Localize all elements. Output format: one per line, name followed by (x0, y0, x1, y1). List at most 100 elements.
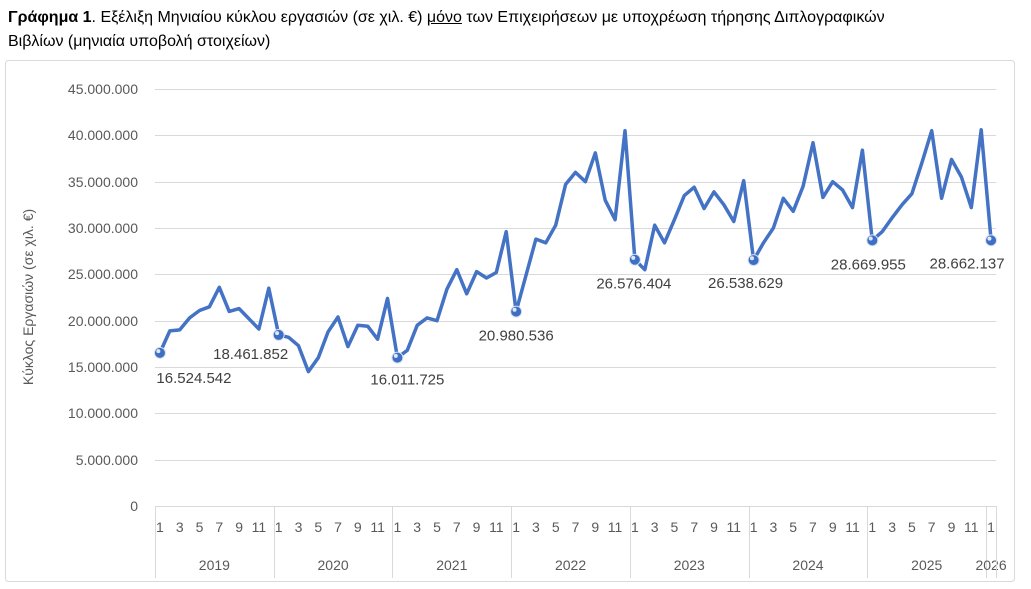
data-point (524, 273, 528, 277)
data-point (386, 296, 390, 300)
title-figure-number: Γράφημα 1 (8, 9, 92, 26)
marker-dot (153, 346, 166, 359)
month-tick-label: 5 (196, 519, 204, 535)
marker-dot (391, 351, 404, 364)
data-point (791, 209, 795, 213)
month-tick-label: 3 (176, 519, 184, 535)
data-point (781, 196, 785, 200)
month-tick-label: 7 (334, 519, 342, 535)
data-point (860, 148, 864, 152)
data-point-marker (628, 253, 641, 266)
month-tick-label: 3 (413, 519, 421, 535)
data-point (742, 179, 746, 183)
data-point (761, 241, 765, 245)
data-label: 28.662.137 (930, 255, 1005, 272)
data-point (574, 170, 578, 174)
data-point (564, 182, 568, 186)
data-point (336, 315, 340, 319)
month-tick-label: 5 (552, 519, 560, 535)
data-point (534, 237, 538, 241)
month-tick-label: 3 (532, 519, 540, 535)
data-point (722, 203, 726, 207)
data-point (178, 328, 182, 332)
data-point (583, 180, 587, 184)
y-tick-label: 20.000.000 (68, 313, 138, 329)
month-tick-label: 3 (295, 519, 303, 535)
data-point (712, 190, 716, 194)
data-point (425, 316, 429, 320)
year-label: 2026 (975, 557, 1006, 573)
data-point (623, 129, 627, 133)
month-tick-label: 5 (314, 519, 322, 535)
data-point (900, 203, 904, 207)
month-tick-label: 9 (235, 519, 243, 535)
marker-highlight (631, 255, 636, 260)
month-tick-label: 5 (908, 519, 916, 535)
data-point (979, 128, 983, 132)
marker-dot (985, 234, 998, 247)
data-point (415, 323, 419, 327)
month-tick-label: 3 (769, 519, 777, 535)
marker-highlight (393, 353, 398, 358)
data-point (841, 188, 845, 192)
y-tick-label: 40.000.000 (68, 127, 138, 143)
month-tick-label: 11 (727, 519, 742, 535)
data-point-marker (153, 346, 166, 359)
data-point (801, 184, 805, 188)
data-label: 16.524.542 (156, 370, 231, 387)
marker-dot (272, 328, 285, 341)
data-point (217, 285, 221, 289)
month-tick-label: 9 (829, 519, 837, 535)
data-point (831, 180, 835, 184)
title-text: . Εξέλιξη Μηνιαίου κύκλου εργασιών (σε χ… (91, 9, 427, 26)
data-point (821, 195, 825, 199)
month-tick-label: 1 (275, 519, 283, 535)
data-point (316, 356, 320, 360)
month-tick-label: 11 (845, 519, 860, 535)
data-point (346, 345, 350, 349)
marker-dot (628, 253, 641, 266)
data-point (405, 348, 409, 352)
chart-title-line-1: Γράφημα 1. Εξέλιξη Μηνιαίου κύκλου εργασ… (8, 6, 885, 30)
y-tick-label: 35.000.000 (68, 174, 138, 190)
data-point (376, 337, 380, 341)
data-point (930, 129, 934, 133)
data-point (940, 196, 944, 200)
data-point (593, 151, 597, 155)
data-point (465, 292, 469, 296)
month-tick-label: 9 (591, 519, 599, 535)
month-tick-label: 11 (489, 519, 504, 535)
data-point (603, 198, 607, 202)
data-point (366, 324, 370, 328)
month-tick-label: 3 (888, 519, 896, 535)
y-tick-label: 5.000.000 (76, 452, 138, 468)
marker-dot (866, 234, 879, 247)
year-label: 2024 (792, 557, 823, 573)
year-label: 2021 (436, 557, 467, 573)
month-tick-label: 5 (433, 519, 441, 535)
data-point (910, 192, 914, 196)
data-point (663, 241, 667, 245)
month-tick-label: 9 (948, 519, 956, 535)
month-tick-label: 5 (671, 519, 679, 535)
data-label: 26.538.629 (708, 275, 783, 292)
data-point (445, 287, 449, 291)
month-tick-label: 9 (710, 519, 718, 535)
marker-dot (747, 254, 760, 267)
data-point (949, 157, 953, 161)
gridlines (155, 89, 996, 507)
data-point (544, 241, 548, 245)
data-label: 20.980.536 (479, 328, 554, 345)
data-point (356, 323, 360, 327)
data-point (920, 161, 924, 165)
data-point-marker (272, 328, 285, 341)
title-text: των Επιχειρήσεων με υποχρέωση τήρησης Δι… (461, 9, 885, 26)
month-tick-label: 1 (631, 519, 639, 535)
month-tick-label: 7 (572, 519, 580, 535)
month-tick-label: 7 (928, 519, 936, 535)
data-point (890, 216, 894, 220)
data-point (880, 230, 884, 234)
month-tick-label: 11 (608, 519, 623, 535)
series-line (158, 128, 993, 374)
